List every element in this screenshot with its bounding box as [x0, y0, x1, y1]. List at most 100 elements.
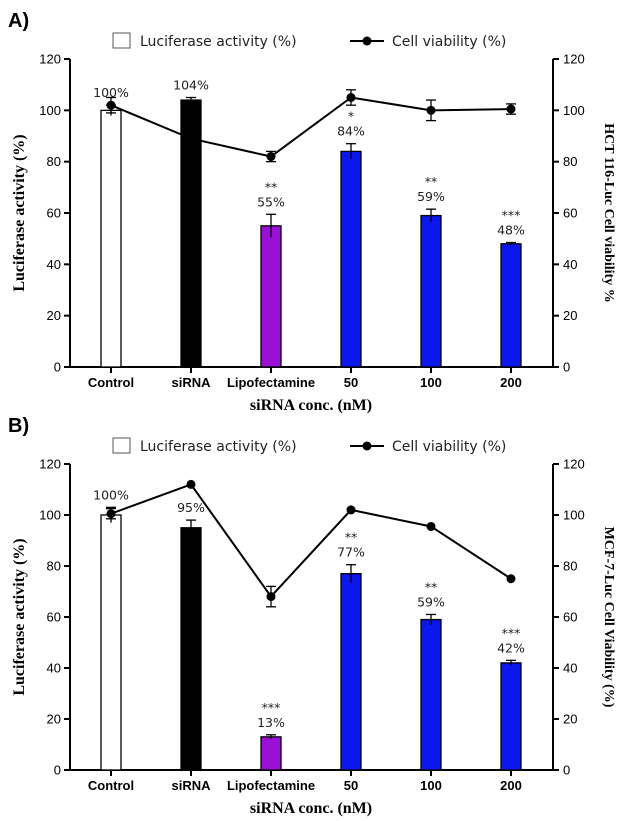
- viability-point: [266, 592, 276, 602]
- significance-label: ***: [502, 625, 521, 640]
- y-tick-label-left: 40: [47, 661, 61, 676]
- bar-value-label: 95%: [177, 500, 205, 515]
- y-tick-label-left: 0: [54, 763, 61, 778]
- y-tick-label-left: 100: [39, 103, 61, 118]
- bar: [100, 109, 122, 368]
- viability-point: [106, 100, 116, 110]
- bar-value-label: 104%: [173, 78, 209, 93]
- x-tick-label: 200: [500, 778, 522, 793]
- y-tick-label-right: 0: [563, 763, 570, 778]
- x-tick-label: Control: [88, 375, 134, 390]
- bar: [500, 662, 522, 771]
- bar-value-label: 100%: [93, 85, 129, 100]
- y-tick-label-right: 100: [563, 103, 585, 118]
- viability-point: [186, 134, 196, 144]
- x-tick-label: 100: [420, 778, 442, 793]
- x-tick-label: Lipofectamine: [227, 778, 315, 793]
- bar-value-label: 77%: [337, 545, 365, 560]
- x-tick-label: siRNA: [171, 375, 211, 390]
- bar-value-label: 42%: [497, 640, 525, 655]
- viability-point: [266, 152, 276, 162]
- y-tick-label-left: 60: [47, 610, 61, 625]
- y-axis-title-left: Luciferase activity (%): [11, 134, 28, 291]
- bar: [100, 514, 122, 771]
- x-tick-label: 200: [500, 375, 522, 390]
- y-tick-label-right: 120: [563, 457, 585, 472]
- y-tick-label-right: 100: [563, 508, 585, 523]
- viability-point: [426, 105, 436, 115]
- panel-a: A) Luciferase activity (%) Cell viability …: [8, 10, 616, 414]
- y-tick-label-left: 120: [39, 457, 61, 472]
- viability-line: [110, 483, 512, 599]
- bar-value-label: 55%: [257, 194, 285, 209]
- y-tick-label-right: 20: [563, 308, 577, 323]
- x-tick-label: 100: [420, 375, 442, 390]
- y-tick-label-right: 80: [563, 154, 577, 169]
- y-axis-title-right: MCF-7-Luc Cell Viability (%): [601, 527, 616, 708]
- y-tick-label-left: 20: [47, 308, 61, 323]
- legend-label-viability: Cell viability (%): [392, 439, 506, 455]
- panel-b: B) Luciferase activity (%) Cell viability …: [8, 415, 616, 817]
- viability-line: [110, 96, 512, 158]
- bar-value-label: 100%: [93, 487, 129, 502]
- y-tick-label-right: 80: [563, 559, 577, 574]
- legend-label-luciferase: Luciferase activity (%): [140, 34, 297, 50]
- viability-point: [426, 521, 436, 531]
- legend-swatch-luciferase: [112, 32, 131, 49]
- y-tick-label-left: 80: [47, 154, 61, 169]
- significance-label: **: [425, 579, 438, 594]
- y-tick-label-left: 120: [39, 52, 61, 67]
- y-tick-label-left: 80: [47, 559, 61, 574]
- y-tick-label-right: 60: [563, 610, 577, 625]
- y-tick-label-right: 120: [563, 52, 585, 67]
- x-axis-title: siRNA conc. (nM): [250, 800, 372, 817]
- panel-label: B): [8, 415, 29, 437]
- legend-marker-viability: [362, 36, 372, 46]
- y-tick-label-left: 0: [54, 360, 61, 375]
- y-tick-label-right: 20: [563, 712, 577, 727]
- bar: [260, 736, 282, 771]
- x-axis-title: siRNA conc. (nM): [250, 397, 372, 414]
- x-tick-label: 50: [344, 778, 358, 793]
- significance-label: ***: [262, 700, 281, 715]
- viability-point: [506, 104, 516, 114]
- significance-label: **: [425, 174, 438, 189]
- viability-point: [186, 479, 196, 489]
- significance-label: ***: [502, 208, 521, 223]
- significance-label: *: [348, 109, 354, 124]
- bar: [260, 225, 282, 368]
- y-tick-label-left: 60: [47, 206, 61, 221]
- y-tick-label-left: 40: [47, 257, 61, 272]
- significance-label: **: [265, 179, 278, 194]
- bar: [340, 573, 362, 771]
- bar: [180, 527, 202, 771]
- bar-value-label: 84%: [337, 124, 365, 139]
- x-tick-label: Control: [88, 778, 134, 793]
- bar: [420, 214, 442, 368]
- legend-label-luciferase: Luciferase activity (%): [140, 439, 297, 455]
- y-tick-label-right: 0: [563, 360, 570, 375]
- viability-point: [506, 574, 516, 584]
- panel-label: A): [8, 10, 29, 32]
- viability-point: [106, 509, 116, 519]
- y-axis-title-right: HCT 116-Luc Cell viability %: [601, 123, 616, 302]
- y-tick-label-right: 40: [563, 257, 577, 272]
- x-tick-label: 50: [344, 375, 358, 390]
- significance-label: **: [345, 530, 358, 545]
- y-axis-title-left: Luciferase activity (%): [11, 538, 28, 695]
- bar-value-label: 59%: [417, 594, 445, 609]
- viability-point: [346, 505, 356, 515]
- bar-value-label: 48%: [497, 223, 525, 238]
- viability-point: [346, 93, 356, 102]
- y-tick-label-right: 60: [563, 206, 577, 221]
- legend-label-viability: Cell viability (%): [392, 34, 506, 50]
- x-tick-label: Lipofectamine: [227, 375, 315, 390]
- y-tick-label-right: 40: [563, 661, 577, 676]
- bar-value-label: 59%: [417, 189, 445, 204]
- bar: [500, 243, 522, 368]
- x-tick-label: siRNA: [171, 778, 211, 793]
- legend-swatch-luciferase: [112, 437, 131, 454]
- legend-marker-viability: [362, 441, 372, 451]
- y-tick-label-left: 20: [47, 712, 61, 727]
